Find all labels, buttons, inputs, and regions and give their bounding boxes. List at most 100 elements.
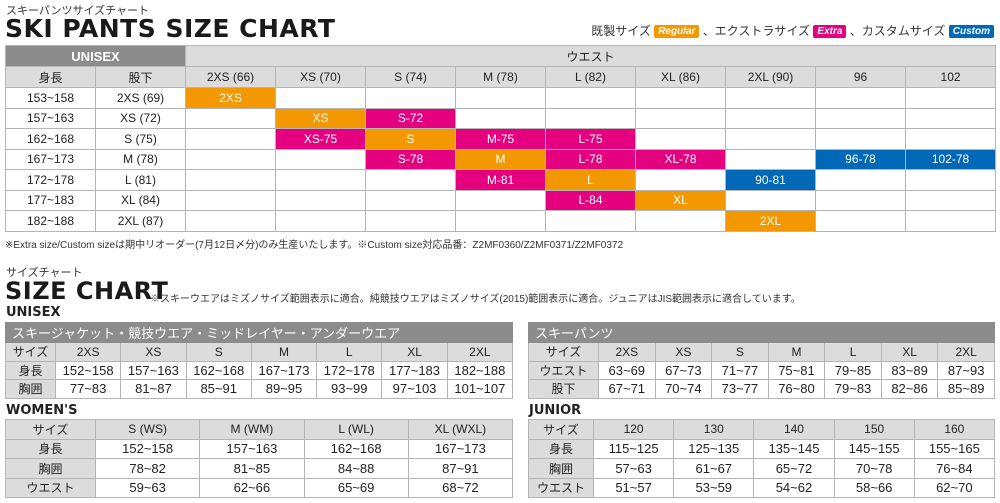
matrix-row: 182~188 2XL (87) 2XL	[5, 210, 997, 232]
matrix-row: 167~173 M (78) S-78 M L-78 XL-78 96-78 102-78	[5, 148, 997, 170]
size-label: XS	[654, 342, 713, 362]
size-label: M	[767, 342, 826, 362]
empty-cell	[185, 169, 276, 191]
size-header-row: サイズ S (WS) M (WM) L (WL) XL (WXL)	[5, 419, 514, 440]
measurement-cell: 89~95	[250, 379, 318, 399]
size-cell-regular: S	[365, 128, 456, 150]
size-cell-regular: 2XL	[725, 210, 816, 232]
measurement-cell: 70~74	[654, 379, 713, 399]
empty-cell	[275, 87, 366, 109]
row-label: 股下	[528, 379, 599, 399]
size-label: L	[824, 342, 882, 362]
empty-cell	[815, 87, 906, 109]
size-cell-custom: 96-78	[815, 148, 906, 170]
measurement-cell: 152~158	[94, 438, 201, 459]
size-cell-extra: M-75	[455, 128, 546, 150]
size-chart-title: SIZE CHART	[5, 277, 169, 305]
measurement-cell: 77~83	[54, 379, 122, 399]
height-cell: 177~183	[5, 189, 96, 211]
matrix-row: 172~178 L (81) M-81 L 90-81	[5, 169, 997, 191]
measurement-cell: 63~69	[598, 360, 656, 380]
size-cell-extra: M-81	[455, 169, 546, 191]
empty-cell	[455, 210, 546, 232]
height-cell: 157~163	[5, 107, 96, 129]
measurement-row: ウエスト 63~69 67~73 71~77 75~81 79~85 83~89 87~93	[528, 360, 995, 380]
measurement-cell: 67~73	[654, 360, 713, 380]
size-label: S	[185, 342, 252, 362]
empty-cell	[635, 128, 726, 150]
measurement-row: ウエスト 51~57 53~59 54~62 58~66 62~70	[528, 477, 995, 498]
empty-cell	[365, 210, 456, 232]
measurement-cell: 162~168	[303, 438, 409, 459]
measurement-row: 股下 67~71 70~74 73~77 76~80 79~83 82~86 85~89	[528, 379, 995, 399]
waist-column-header: M (78)	[455, 66, 546, 88]
height-cell: 153~158	[5, 87, 96, 109]
junior-label: JUNIOR	[529, 403, 582, 418]
legend-custom-label: 、カスタムサイズ	[849, 24, 946, 38]
matrix-column-header: 身長 股下 2XS (66) XS (70) S (74) M (78) L (82) XL …	[5, 66, 997, 88]
empty-cell	[635, 87, 726, 109]
size-label: S (WS)	[94, 419, 201, 440]
empty-cell	[725, 107, 816, 129]
empty-cell	[545, 210, 636, 232]
empty-cell	[455, 87, 546, 109]
measurement-cell: 81~85	[199, 458, 305, 479]
empty-cell	[545, 107, 636, 129]
measurement-cell: 85~91	[185, 379, 252, 399]
height-header: 身長	[5, 66, 96, 88]
size-cell-extra: S-78	[365, 148, 456, 170]
empty-cell	[185, 148, 276, 170]
inseam-cell: XS (72)	[95, 107, 186, 129]
size-cell-regular: XS	[275, 107, 366, 129]
empty-cell	[904, 128, 997, 150]
empty-cell	[545, 87, 636, 109]
pants-chart-subtitle: スキーパンツサイズチャート	[6, 5, 149, 17]
measurement-cell: 82~86	[880, 379, 939, 399]
junior-size-table: サイズ 120 130 140 150 160 身長 115~125 125~135 135~14…	[528, 419, 995, 498]
row-label: 胸囲	[5, 379, 56, 399]
measurement-cell: 51~57	[592, 477, 675, 498]
height-cell: 167~173	[5, 148, 96, 170]
matrix-row: 153~158 2XS (69) 2XS	[5, 87, 997, 109]
measurement-cell: 76~84	[913, 458, 995, 479]
row-label: サイズ	[5, 419, 96, 440]
measurement-row: 身長 152~158 157~163 162~168 167~173 172~178 177…	[5, 360, 514, 380]
size-label: 120	[592, 419, 675, 440]
row-label: 胸囲	[528, 458, 594, 479]
measurement-cell: 87~91	[407, 458, 514, 479]
inseam-cell: L (81)	[95, 169, 186, 191]
row-label: ウエスト	[528, 477, 594, 498]
extra-badge: Extra	[813, 25, 847, 39]
waist-column-header: 2XL (90)	[725, 66, 816, 88]
empty-cell	[275, 169, 366, 191]
empty-cell	[815, 107, 906, 129]
row-label: 身長	[5, 360, 56, 380]
measurement-cell: 65~72	[753, 458, 835, 479]
waist-column-header: XL (86)	[635, 66, 726, 88]
unisex-label: UNISEX	[6, 305, 61, 320]
pants-footnote: ※Extra size/Custom sizeは期中リオーダー(7月12日〆分)…	[5, 240, 624, 251]
measurement-cell: 73~77	[711, 379, 769, 399]
size-cell-extra: L-75	[545, 128, 636, 150]
size-cell-custom: 102-78	[904, 148, 997, 170]
inseam-cell: M (78)	[95, 148, 186, 170]
womens-label: WOMEN'S	[6, 403, 78, 418]
custom-badge: Custom	[948, 25, 994, 39]
measurement-cell: 58~66	[833, 477, 915, 498]
measurement-cell: 57~63	[592, 458, 675, 479]
measurement-cell: 84~88	[303, 458, 409, 479]
measurement-cell: 62~70	[913, 477, 995, 498]
empty-cell	[455, 189, 546, 211]
measurement-cell: 135~145	[753, 438, 835, 459]
size-cell-extra: L-78	[545, 148, 636, 170]
measurement-cell: 101~107	[446, 379, 514, 399]
measurement-cell: 59~63	[94, 477, 201, 498]
size-label: 2XS	[598, 342, 656, 362]
size-legend: 既製サイズ Regular 、エクストラサイズ Extra 、カスタムサイズ C…	[591, 22, 994, 39]
empty-cell	[455, 107, 546, 129]
inseam-header: 股下	[95, 66, 186, 88]
size-chart-subtitle: サイズチャート	[6, 267, 83, 279]
size-cell-regular: M	[455, 148, 546, 170]
waist-column-header: 102	[904, 66, 997, 88]
measurement-row: 胸囲 77~83 81~87 85~91 89~95 93~99 97~103 101~107	[5, 379, 514, 399]
